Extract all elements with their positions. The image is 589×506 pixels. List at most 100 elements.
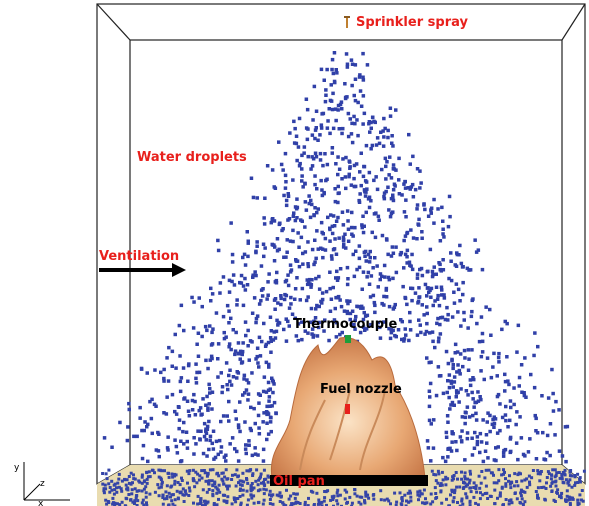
- droplet: [502, 454, 506, 458]
- droplet: [445, 431, 449, 435]
- droplet: [192, 393, 196, 397]
- droplet: [221, 385, 225, 389]
- droplet: [166, 435, 170, 439]
- droplet: [204, 325, 208, 329]
- floor-dot: [203, 469, 206, 472]
- droplet: [263, 246, 267, 250]
- floor-dot: [403, 494, 406, 497]
- floor-dot: [486, 497, 489, 500]
- droplet: [485, 441, 489, 445]
- droplet: [352, 115, 356, 119]
- floor-dot: [435, 479, 438, 482]
- floor-dot: [211, 489, 214, 492]
- droplet: [482, 460, 486, 464]
- floor-dot: [464, 471, 467, 474]
- floor-dot: [269, 498, 272, 501]
- droplet: [228, 290, 232, 294]
- droplet: [383, 264, 387, 268]
- droplet: [126, 439, 130, 443]
- droplet: [225, 383, 229, 387]
- floor-dot: [241, 484, 244, 487]
- floor-dot: [295, 493, 298, 496]
- droplet: [198, 409, 202, 413]
- floor-dot: [222, 494, 225, 497]
- droplet: [504, 405, 508, 409]
- floor-dot: [434, 486, 437, 489]
- droplet: [335, 296, 339, 300]
- floor-dot: [125, 484, 128, 487]
- floor-dot: [474, 502, 477, 505]
- droplet: [472, 405, 476, 409]
- droplet: [391, 196, 395, 200]
- droplet: [343, 82, 347, 86]
- floor-dot: [186, 470, 189, 473]
- droplet: [450, 359, 454, 363]
- droplet: [385, 238, 389, 242]
- droplet: [262, 322, 266, 326]
- droplet: [408, 320, 412, 324]
- floor-dot: [128, 475, 131, 478]
- floor-dot: [519, 492, 522, 495]
- droplet: [262, 216, 266, 220]
- droplet: [251, 312, 255, 316]
- droplet: [456, 350, 460, 354]
- floor-dot: [399, 491, 402, 494]
- droplet: [195, 381, 199, 385]
- droplet: [174, 333, 178, 337]
- droplet: [353, 94, 357, 98]
- droplet: [300, 154, 304, 158]
- droplet: [179, 440, 183, 444]
- droplet: [232, 273, 236, 277]
- droplet: [344, 97, 348, 101]
- droplet: [261, 294, 265, 298]
- droplet: [387, 173, 391, 177]
- droplet: [303, 182, 307, 186]
- droplet: [508, 419, 512, 423]
- droplet: [351, 141, 355, 145]
- droplet: [371, 116, 375, 120]
- droplet: [397, 328, 401, 332]
- droplet: [489, 334, 493, 338]
- droplet: [267, 381, 271, 385]
- nozzle-marker: [345, 404, 350, 414]
- droplet: [448, 195, 452, 199]
- floor-dot: [215, 472, 218, 475]
- droplet: [235, 417, 239, 421]
- droplet: [171, 365, 175, 369]
- floor-dot: [130, 492, 133, 495]
- droplet: [490, 376, 494, 380]
- droplet: [404, 198, 408, 202]
- droplet: [313, 183, 317, 187]
- pan-label: Oil pan: [273, 474, 325, 489]
- droplet: [324, 94, 328, 98]
- floor-dot: [440, 502, 443, 505]
- floor-dot: [254, 480, 257, 483]
- droplet: [455, 251, 459, 255]
- droplet: [347, 135, 351, 139]
- droplet: [412, 236, 416, 240]
- droplet: [217, 453, 221, 457]
- droplet: [447, 362, 451, 366]
- droplet: [428, 395, 432, 399]
- droplet: [311, 164, 315, 168]
- droplet: [451, 367, 455, 371]
- droplet: [177, 405, 181, 409]
- droplet: [500, 328, 504, 332]
- droplet: [353, 122, 357, 126]
- droplet: [357, 199, 361, 203]
- droplet: [423, 332, 427, 336]
- floor-dot: [135, 494, 138, 497]
- droplet: [244, 320, 248, 324]
- droplet: [347, 240, 351, 244]
- droplet: [311, 133, 315, 137]
- floor-dot: [502, 468, 505, 471]
- droplet: [254, 452, 257, 456]
- droplet: [310, 278, 314, 282]
- droplet: [326, 216, 330, 220]
- droplet: [435, 286, 439, 290]
- droplet: [274, 297, 278, 301]
- floor-dot: [540, 470, 543, 473]
- droplet: [480, 355, 484, 359]
- droplet: [359, 89, 363, 93]
- droplet: [194, 362, 198, 366]
